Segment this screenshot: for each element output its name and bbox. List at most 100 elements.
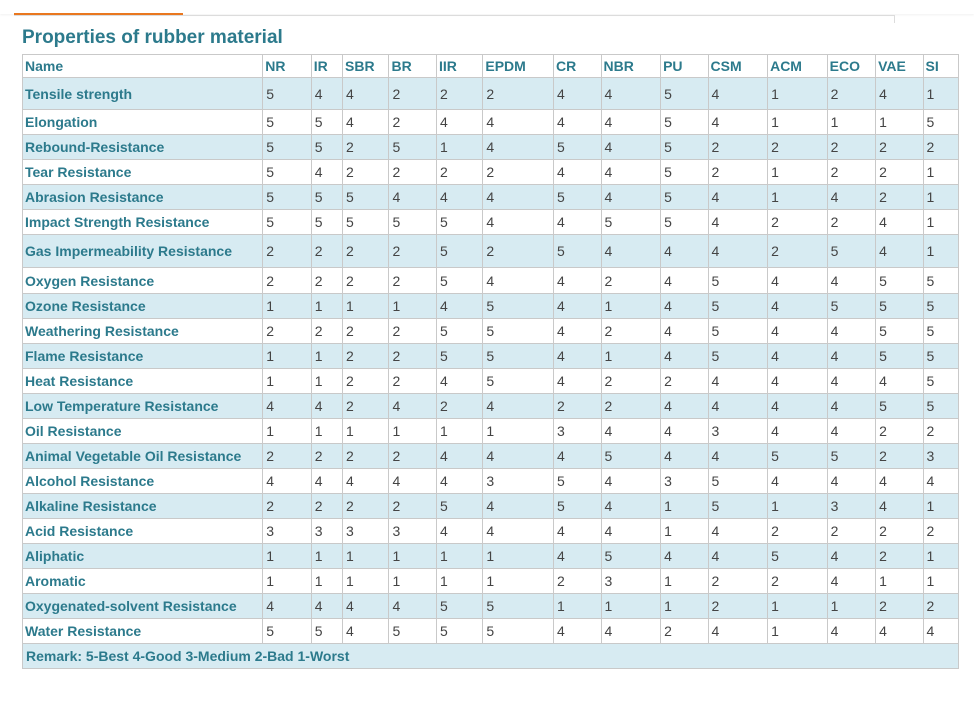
rating-cell: 2 <box>262 318 312 344</box>
rating-cell: 5 <box>875 293 924 319</box>
rating-cell: 5 <box>435 618 484 644</box>
rating-cell: 5 <box>707 343 769 369</box>
rating-cell: 2 <box>388 493 437 519</box>
rating-cell: 5 <box>342 184 390 210</box>
rating-cell: 5 <box>875 267 924 294</box>
rating-cell: 4 <box>553 109 602 135</box>
rating-cell: 5 <box>310 134 344 160</box>
rating-cell: 4 <box>922 468 960 494</box>
rating-cell: 1 <box>922 184 960 210</box>
row-label: Tensile strength <box>21 77 264 110</box>
rating-cell: 2 <box>826 134 877 160</box>
rating-cell: 4 <box>342 468 390 494</box>
rating-cell: 1 <box>767 109 828 135</box>
rating-cell: 4 <box>707 209 769 235</box>
rating-cell: 1 <box>262 293 312 319</box>
rating-cell: 4 <box>388 184 437 210</box>
rating-cell: 4 <box>553 77 602 110</box>
rating-cell: 2 <box>922 593 960 619</box>
rating-cell: 2 <box>767 518 828 544</box>
column-header-iir: IIR <box>435 54 484 78</box>
rating-cell: 3 <box>707 418 769 444</box>
rating-cell: 4 <box>875 493 924 519</box>
rating-cell: 2 <box>875 418 924 444</box>
rating-cell: 5 <box>482 293 555 319</box>
rating-cell: 2 <box>875 543 924 569</box>
rating-cell: 2 <box>482 159 555 185</box>
rating-cell: 3 <box>482 468 555 494</box>
rating-cell: 4 <box>707 184 769 210</box>
rating-cell: 2 <box>342 159 390 185</box>
rating-cell: 4 <box>707 618 769 644</box>
rating-cell: 4 <box>435 109 484 135</box>
rating-cell: 5 <box>553 493 602 519</box>
rating-cell: 4 <box>553 368 602 394</box>
row-label: Oxygen Resistance <box>21 267 264 294</box>
rating-cell: 4 <box>826 368 877 394</box>
rating-cell: 4 <box>875 468 924 494</box>
rating-cell: 4 <box>600 518 662 544</box>
rating-cell: 2 <box>262 493 312 519</box>
rating-cell: 4 <box>342 618 390 644</box>
column-header-cr: CR <box>553 54 602 78</box>
rating-cell: 2 <box>262 267 312 294</box>
rating-cell: 2 <box>600 267 662 294</box>
rating-cell: 2 <box>767 568 828 594</box>
rating-cell: 1 <box>660 493 709 519</box>
column-header-epdm: EPDM <box>482 54 555 78</box>
rating-cell: 5 <box>388 209 437 235</box>
rating-cell: 2 <box>342 134 390 160</box>
rating-cell: 4 <box>826 568 877 594</box>
rating-cell: 1 <box>342 543 390 569</box>
rating-cell: 2 <box>875 184 924 210</box>
rating-cell: 5 <box>262 77 312 110</box>
rating-cell: 1 <box>767 159 828 185</box>
rating-cell: 4 <box>553 159 602 185</box>
rating-cell: 4 <box>600 618 662 644</box>
column-header-name: Name <box>21 54 264 78</box>
rating-cell: 1 <box>342 293 390 319</box>
rating-cell: 5 <box>388 618 437 644</box>
rating-cell: 5 <box>262 184 312 210</box>
rating-cell: 5 <box>310 184 344 210</box>
rating-cell: 1 <box>826 109 877 135</box>
rating-cell: 5 <box>310 109 344 135</box>
rating-cell: 2 <box>388 443 437 469</box>
rating-cell: 2 <box>600 393 662 419</box>
rating-cell: 4 <box>600 109 662 135</box>
rating-cell: 2 <box>342 318 390 344</box>
rating-cell: 2 <box>262 234 312 268</box>
rating-cell: 5 <box>660 134 709 160</box>
rating-cell: 5 <box>553 184 602 210</box>
rating-cell: 2 <box>310 318 344 344</box>
rating-cell: 5 <box>310 618 344 644</box>
rating-cell: 1 <box>482 568 555 594</box>
rating-cell: 2 <box>922 518 960 544</box>
row-label: Ozone Resistance <box>21 293 264 319</box>
rating-cell: 2 <box>826 77 877 110</box>
rating-cell: 1 <box>482 418 555 444</box>
page-top-bar <box>0 0 974 14</box>
rating-cell: 2 <box>388 234 437 268</box>
rating-cell: 4 <box>342 593 390 619</box>
rating-cell: 5 <box>707 493 769 519</box>
rating-cell: 4 <box>553 618 602 644</box>
rating-cell: 1 <box>342 568 390 594</box>
row-label: Alcohol Resistance <box>21 468 264 494</box>
row-label: Low Temperature Resistance <box>21 393 264 419</box>
rating-cell: 5 <box>875 318 924 344</box>
rating-cell: 1 <box>262 343 312 369</box>
row-label: Water Resistance <box>21 618 264 644</box>
rating-cell: 1 <box>600 293 662 319</box>
rating-cell: 5 <box>767 543 828 569</box>
row-label: Alkaline Resistance <box>21 493 264 519</box>
active-tab-indicator <box>14 13 183 16</box>
rating-cell: 2 <box>553 568 602 594</box>
rating-cell: 5 <box>600 209 662 235</box>
rating-cell: 2 <box>388 318 437 344</box>
rating-cell: 4 <box>262 393 312 419</box>
rating-cell: 1 <box>388 293 437 319</box>
rating-cell: 4 <box>707 443 769 469</box>
rating-cell: 2 <box>342 368 390 394</box>
rating-cell: 2 <box>767 234 828 268</box>
